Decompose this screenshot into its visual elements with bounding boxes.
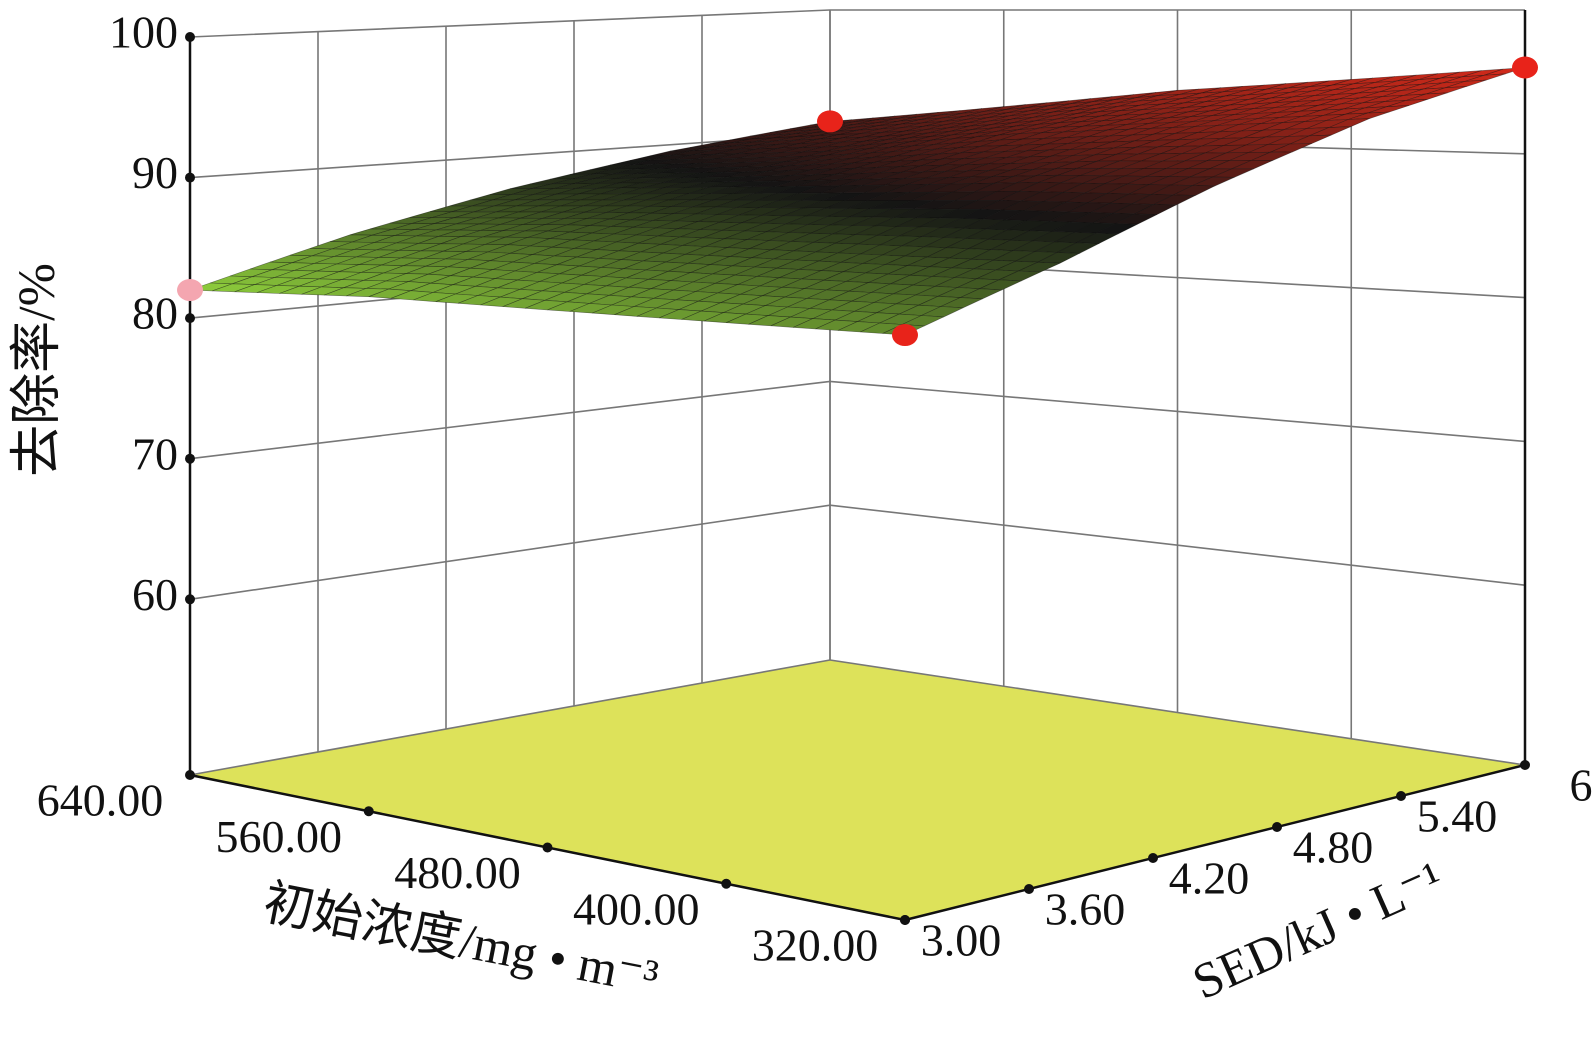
- x-tick-label: 400.00: [573, 883, 700, 934]
- design-point: [892, 324, 918, 347]
- floor: [190, 660, 1525, 920]
- z-tick-label: 70: [132, 428, 178, 479]
- axis-line: [904, 763, 1526, 922]
- y-tick-label: 3.60: [1045, 884, 1126, 935]
- wall-edge: [829, 659, 1526, 766]
- y-tick: [1148, 853, 1158, 863]
- y-tick-label: 4.20: [1169, 853, 1250, 904]
- x-tick-label: 640.00: [37, 775, 164, 826]
- z-tick: [185, 32, 195, 42]
- grid-line: [189, 9, 1525, 38]
- y-tick: [1024, 884, 1034, 894]
- x-tick-label: 480.00: [394, 847, 521, 898]
- design-point: [817, 110, 843, 133]
- z-tick-label: 100: [109, 7, 178, 58]
- wall-edge: [189, 659, 831, 776]
- x-tick: [542, 842, 553, 853]
- x-tick: [185, 770, 195, 780]
- design-point: [1512, 56, 1538, 79]
- y-tick: [1396, 791, 1406, 801]
- z-tick-label: 80: [132, 288, 178, 339]
- z-tick: [185, 594, 195, 605]
- y-tick: [900, 915, 910, 925]
- grid-line: [189, 380, 1526, 460]
- x-tick-label: 320.00: [752, 920, 879, 971]
- y-tick-label: 5.40: [1417, 791, 1498, 842]
- x-tick: [363, 806, 374, 817]
- y-tick: [1272, 822, 1282, 832]
- z-tick: [185, 172, 195, 183]
- design-point: [177, 279, 203, 302]
- z-tick-label: 90: [132, 147, 178, 198]
- x-tick: [721, 878, 732, 889]
- grid-line: [189, 504, 1526, 601]
- y-tick-label: 3.00: [921, 915, 1002, 966]
- y-tick-label: 6: [1570, 760, 1593, 811]
- x-tick-label: 560.00: [216, 811, 343, 862]
- z-tick: [185, 453, 195, 464]
- y-tick-label: 4.80: [1293, 822, 1374, 873]
- z-tick: [185, 313, 195, 324]
- y-tick: [1520, 760, 1530, 770]
- z-axis-title: 去除率/%: [9, 263, 66, 477]
- z-tick-label: 60: [132, 569, 178, 620]
